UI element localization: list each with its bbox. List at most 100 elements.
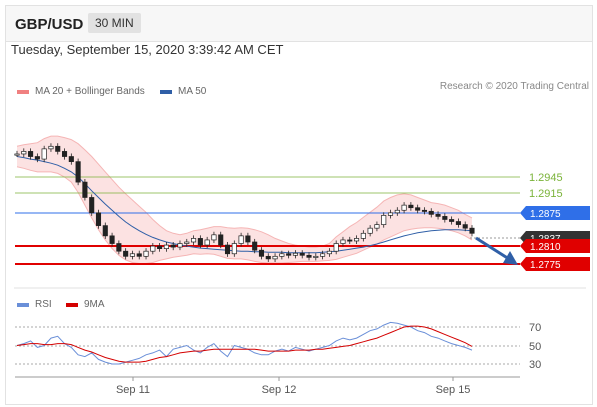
candle-body	[469, 227, 475, 234]
rsi-swatch	[17, 302, 29, 307]
candle-body	[224, 244, 231, 255]
candle-body	[197, 238, 203, 246]
legend-ma50: MA 50	[160, 86, 206, 97]
rsi-tick-70: 70	[529, 322, 541, 334]
credit-text: Research © 2020 Trading Central	[439, 81, 589, 92]
level-tag-5	[520, 239, 590, 253]
candle-body	[279, 253, 285, 257]
candle-body	[55, 145, 61, 152]
level-label-5: 1.2810	[530, 242, 561, 253]
pair-title: GBP/USD	[15, 16, 84, 33]
candle-body	[333, 243, 339, 252]
level-label-1: 1.2945	[529, 172, 563, 184]
candle-body	[340, 239, 346, 244]
candle-body	[61, 151, 68, 157]
candle-body	[387, 212, 394, 216]
legend-9ma-label: 9MA	[84, 299, 105, 310]
legend-ma20: MA 20 + Bollinger Bands	[17, 86, 145, 97]
ma50-swatch	[160, 89, 172, 94]
candle-body	[177, 243, 183, 248]
forecast-arrow-head	[503, 251, 518, 265]
candle-body	[272, 255, 278, 260]
candle-body	[421, 209, 428, 212]
candle-body	[265, 255, 271, 260]
candle-body	[252, 241, 258, 251]
candle-body	[136, 253, 142, 257]
candle-body	[14, 153, 20, 156]
chart-datetime: Tuesday, September 15, 2020 3:39:42 AM C…	[11, 42, 284, 57]
bollinger-upper-line	[16, 135, 473, 248]
candle-body	[157, 245, 163, 249]
candle-body	[89, 197, 95, 214]
level-label-2: 1.2915	[529, 188, 563, 200]
legend-rsi-label: RSI	[35, 299, 52, 310]
x-label-sep11: Sep 11	[116, 384, 150, 396]
candle-body	[143, 250, 149, 257]
candle-body	[170, 244, 176, 248]
ma20-swatch	[17, 89, 29, 94]
rsi-line	[16, 321, 473, 365]
candle-body	[299, 252, 305, 256]
candle-body	[184, 241, 190, 244]
level-label-6: 1.2775	[530, 260, 561, 271]
chart-frame: GBP/USD 30 MIN	[5, 5, 593, 405]
candle-body	[286, 253, 292, 256]
rsi-tick-50: 50	[529, 341, 541, 353]
candle-body	[292, 252, 298, 256]
candle-body	[462, 224, 468, 229]
candle-body	[191, 238, 197, 243]
candle-body	[394, 209, 400, 214]
rsi-tick-30: 30	[529, 359, 541, 371]
candle-body	[129, 253, 135, 257]
price-candles	[14, 143, 475, 262]
level-tag-3	[520, 206, 590, 220]
candle-body	[360, 232, 366, 239]
candle-body	[116, 243, 122, 252]
candle-body	[374, 224, 380, 229]
bollinger-lower-line	[16, 166, 473, 264]
candle-body	[109, 235, 115, 244]
rsi-9ma-line	[16, 325, 473, 363]
candle-body	[347, 239, 353, 242]
candle-body	[442, 216, 448, 220]
candle-body	[455, 221, 461, 225]
candle-body	[367, 227, 373, 234]
candle-body	[381, 215, 387, 225]
candle-body	[408, 204, 414, 209]
candle-body	[326, 250, 332, 255]
level-tag-6	[520, 257, 590, 271]
candle-body	[354, 238, 360, 242]
bollinger-band	[17, 136, 472, 264]
candle-body	[48, 145, 54, 150]
candle-body	[204, 239, 210, 246]
chart-header: GBP/USD 30 MIN	[6, 6, 592, 42]
candle-body	[306, 254, 312, 258]
candle-body	[258, 249, 265, 257]
candle-body	[449, 219, 455, 222]
candle-body	[41, 148, 47, 160]
legend-ma20-label: MA 20 + Bollinger Bands	[35, 86, 145, 97]
legend-rsi: RSI	[17, 299, 52, 310]
candle-body	[163, 244, 169, 249]
candle-body	[231, 243, 237, 255]
candle-body	[435, 214, 441, 217]
candle-body	[218, 234, 224, 246]
legend-ma50-label: MA 50	[178, 86, 207, 97]
candle-body	[34, 156, 40, 160]
timeframe-badge[interactable]: 30 MIN	[88, 13, 141, 33]
candle-body	[238, 235, 244, 244]
ma50-line	[16, 156, 473, 254]
candle-body	[68, 156, 74, 162]
candle-body	[150, 245, 156, 252]
candle-body	[28, 151, 34, 157]
candle-body	[75, 161, 81, 183]
candle-body	[401, 204, 407, 211]
legend-9ma: 9MA	[66, 299, 105, 310]
candle-body	[313, 255, 319, 258]
candle-body	[211, 234, 217, 241]
candle-body	[245, 235, 251, 243]
x-label-sep15: Sep 15	[436, 384, 471, 396]
forecast-arrow-shaft	[475, 236, 510, 261]
candle-body	[21, 151, 27, 155]
